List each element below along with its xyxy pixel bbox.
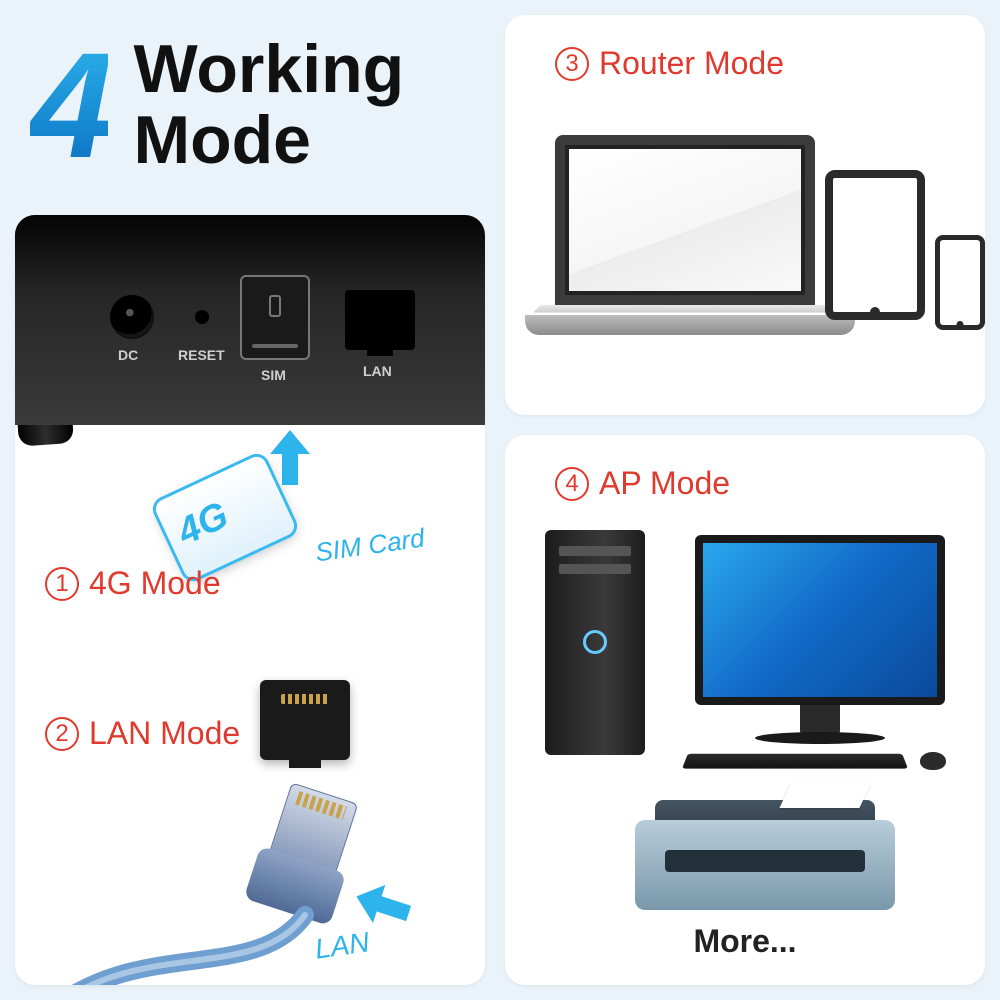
- rj45-jack-icon: [260, 680, 350, 760]
- lan-port-icon: [345, 290, 415, 350]
- mode-label-router: Router Mode: [599, 45, 784, 82]
- mode-label-4g: 4G Mode: [89, 565, 221, 602]
- reset-hole-icon: [195, 310, 209, 324]
- more-label: More...: [505, 923, 985, 960]
- router-ports-illustration: DC RESET SIM LAN: [15, 215, 485, 425]
- mode-title-lan: 2 LAN Mode: [45, 715, 240, 752]
- header-title-line2: Mode: [133, 105, 404, 176]
- mode-title-ap: 4 AP Mode: [555, 465, 730, 502]
- monitor-base-icon: [755, 732, 885, 744]
- panel-4g-lan: DC RESET SIM LAN 4G SIM Card 1 4G Mode 2…: [15, 215, 485, 985]
- header-number: 4: [30, 30, 108, 180]
- sim-card-badge: 4G: [171, 494, 235, 554]
- pc-tower-icon: [545, 530, 645, 755]
- port-label-dc: DC: [118, 347, 138, 363]
- header: 4 Working Mode: [30, 30, 404, 180]
- monitor-icon: [695, 535, 945, 705]
- devices-laptop-tablet-phone: [535, 115, 955, 385]
- dc-port-icon: [110, 295, 154, 339]
- panel-router-mode: 3 Router Mode: [505, 15, 985, 415]
- printer-icon: [635, 790, 895, 930]
- mode-title-router: 3 Router Mode: [555, 45, 784, 82]
- laptop-base-icon: [525, 315, 855, 335]
- panel-ap-mode: 4 AP Mode More...: [505, 435, 985, 985]
- mode-label-lan: LAN Mode: [89, 715, 240, 752]
- mode-number-4: 4: [555, 467, 589, 501]
- keyboard-icon: [682, 754, 908, 769]
- mode-label-ap: AP Mode: [599, 465, 730, 502]
- mode-number-3: 3: [555, 47, 589, 81]
- mode-title-4g: 1 4G Mode: [45, 565, 221, 602]
- phone-icon: [935, 235, 985, 330]
- laptop-icon: [555, 135, 815, 305]
- port-label-sim: SIM: [261, 367, 286, 383]
- sim-card-caption: SIM Card: [313, 523, 426, 569]
- tablet-icon: [825, 170, 925, 320]
- mode-number-1: 1: [45, 567, 79, 601]
- sim-arrow-icon: [270, 430, 310, 485]
- mode-number-2: 2: [45, 717, 79, 751]
- header-title: Working Mode: [133, 34, 404, 177]
- desktop-computer-icon: [545, 530, 965, 775]
- mouse-icon: [920, 752, 946, 770]
- port-label-lan: LAN: [363, 363, 392, 379]
- monitor-stand-icon: [800, 705, 840, 735]
- header-title-line1: Working: [133, 34, 404, 105]
- laptop-deck-icon: [534, 305, 847, 312]
- port-label-reset: RESET: [178, 347, 225, 363]
- sim-slot-icon: [240, 275, 310, 360]
